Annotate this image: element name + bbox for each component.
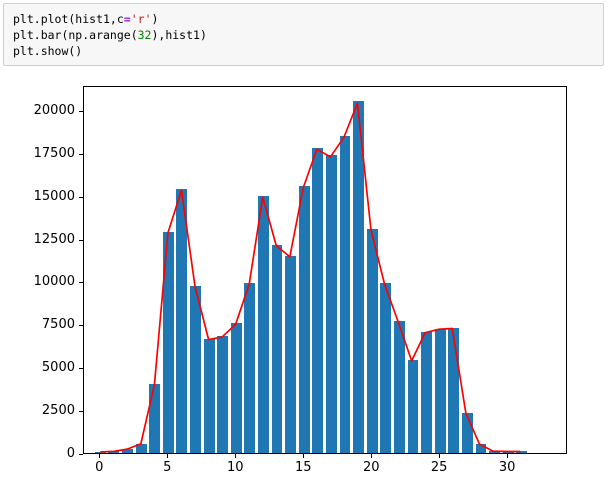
x-tick-mark [507, 454, 509, 458]
matplotlib-figure: 0 2500 5000 7500 10000 12500 15000 17500 20000 0… [0, 68, 610, 484]
x-tick-mark [439, 454, 441, 458]
y-tick-mark [79, 325, 83, 327]
bar [421, 332, 433, 453]
code-token-plain: plt.bar(np.arange( [13, 28, 138, 42]
bar [353, 101, 365, 453]
code-token-op: = [123, 12, 131, 26]
bar [312, 147, 324, 453]
code-token-str: 'r' [130, 12, 152, 26]
y-tick-mark [79, 411, 83, 413]
bar [108, 451, 120, 453]
code-line: plt.plot(hist1,c='r') [13, 11, 594, 27]
x-tick-label: 25 [430, 460, 448, 475]
x-tick-mark [371, 454, 373, 458]
x-tick-label: 10 [226, 460, 244, 475]
bar [258, 195, 269, 453]
bar [448, 327, 460, 453]
y-tick-label: 10000 [33, 274, 75, 290]
bar [380, 283, 392, 453]
bar [244, 283, 256, 453]
x-tick-label: 15 [294, 460, 312, 475]
bar [434, 328, 446, 453]
bar [516, 451, 528, 453]
axes-frame [83, 86, 567, 454]
bar [203, 338, 215, 453]
x-tick-mark [235, 454, 237, 458]
code-token-plain: plt.plot(hist1,c [13, 12, 124, 26]
y-tick-label: 17500 [33, 145, 75, 161]
x-tick-label: 20 [362, 460, 380, 475]
y-tick-mark [79, 196, 83, 198]
y-tick-label: 0 [66, 446, 75, 461]
bar [339, 135, 351, 453]
bar [149, 384, 161, 453]
code-token-num: 32 [137, 28, 152, 42]
code-line: plt.bar(np.arange(32),hist1) [13, 27, 594, 43]
bar [366, 229, 378, 453]
code-token-plain: plt.show() [13, 44, 83, 58]
bar [393, 320, 405, 453]
x-tick-label: 5 [163, 460, 172, 475]
bar [461, 412, 473, 453]
y-tick-mark [79, 368, 83, 370]
x-tick-mark [99, 454, 101, 458]
code-cell[interactable]: plt.plot(hist1,c='r') plt.bar(np.arange(3… [3, 3, 604, 66]
x-tick-mark [167, 454, 169, 458]
bar [162, 231, 174, 453]
x-tick-label: 30 [498, 460, 516, 475]
x-tick-label: 0 [95, 460, 104, 475]
bar [135, 443, 147, 453]
bar [407, 360, 419, 453]
bar [176, 188, 188, 453]
x-tick-mark [303, 454, 305, 458]
y-tick-mark [79, 282, 83, 284]
bar [298, 186, 310, 453]
bar [326, 155, 337, 453]
bar [230, 323, 242, 453]
line-series [100, 102, 520, 453]
y-tick-label: 2500 [41, 403, 75, 419]
y-tick-label: 20000 [33, 102, 75, 118]
bar [285, 255, 297, 453]
code-token-plain: ) [151, 12, 159, 26]
code-line: plt.show() [13, 43, 594, 59]
bar [489, 451, 501, 453]
bar [271, 244, 283, 453]
y-tick-mark [79, 110, 83, 112]
y-tick-mark [79, 153, 83, 155]
y-tick-mark [79, 454, 83, 455]
y-tick-label: 15000 [33, 188, 75, 204]
bar [217, 336, 229, 453]
y-tick-mark [79, 239, 83, 241]
bar [475, 443, 487, 453]
code-editor[interactable]: plt.plot(hist1,c='r') plt.bar(np.arange(3… [13, 11, 594, 59]
y-tick-label: 7500 [41, 317, 75, 333]
code-token-plain: ),hist1) [151, 28, 207, 42]
y-tick-label: 5000 [41, 360, 75, 376]
y-tick-label: 12500 [33, 231, 75, 247]
bar [190, 285, 201, 453]
bar [122, 449, 133, 453]
